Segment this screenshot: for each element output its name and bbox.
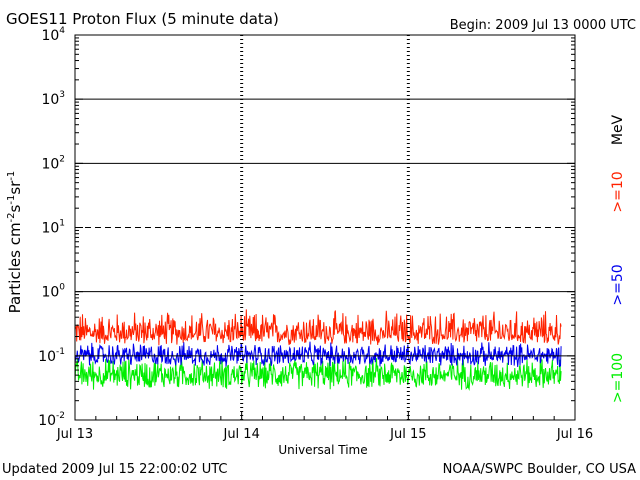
y-tick-base: 10 bbox=[41, 92, 59, 108]
updated-timestamp: Updated 2009 Jul 15 22:00:02 UTC bbox=[2, 462, 227, 477]
y-tick-label: 10-2 bbox=[38, 411, 65, 429]
legend-ge10: >=10 bbox=[610, 171, 626, 212]
y-tick-label: 101 bbox=[41, 219, 65, 237]
y-axis-label-exp1: -2 bbox=[6, 212, 17, 222]
x-tick-label: Jul 15 bbox=[389, 427, 426, 442]
y-tick-label: 103 bbox=[41, 90, 65, 108]
chart-title: GOES11 Proton Flux (5 minute data) bbox=[6, 10, 279, 28]
legend-mev: MeV bbox=[610, 114, 626, 145]
series-line-ge10 bbox=[74, 309, 562, 346]
x-axis-label: Universal Time bbox=[278, 443, 367, 457]
y-tick-label: 10-1 bbox=[38, 347, 65, 365]
y-tick-label: 100 bbox=[41, 283, 65, 301]
gridlines bbox=[75, 98, 575, 357]
y-tick-base: 10 bbox=[41, 28, 59, 44]
x-tick-label: Jul 16 bbox=[556, 427, 593, 442]
day-dividers bbox=[240, 35, 410, 420]
begin-date: Begin: 2009 Jul 13 0000 UTC bbox=[450, 18, 636, 33]
y-tick-exp: 2 bbox=[59, 154, 65, 164]
y-tick-base: 10 bbox=[38, 413, 56, 429]
series-line-ge100 bbox=[74, 357, 562, 391]
y-tick-base: 10 bbox=[41, 285, 59, 301]
y-axis-label-s: s bbox=[6, 204, 24, 212]
x-tick-label: Jul 13 bbox=[56, 427, 93, 442]
y-tick-exp: -2 bbox=[56, 411, 65, 421]
series-layer bbox=[74, 309, 562, 391]
y-tick-base: 10 bbox=[41, 156, 59, 172]
y-axis-label-main: Particles cm bbox=[6, 222, 24, 313]
y-tick-base: 10 bbox=[41, 221, 59, 237]
y-tick-label: 102 bbox=[41, 154, 65, 172]
y-axis-label: Particles cm-2s-1sr-1 bbox=[6, 171, 24, 314]
y-axis-label-exp3: -1 bbox=[6, 171, 17, 181]
y-tick-exp: 1 bbox=[59, 219, 65, 229]
y-axis-label-sr: sr bbox=[6, 180, 24, 195]
y-tick-exp: 0 bbox=[59, 283, 65, 293]
y-tick-exp: 3 bbox=[59, 90, 65, 100]
series-line-ge50 bbox=[74, 341, 562, 368]
y-tick-exp: 4 bbox=[59, 26, 65, 36]
legend-ge100: >=100 bbox=[610, 353, 626, 403]
y-tick-base: 10 bbox=[38, 349, 56, 365]
x-tick-label: Jul 14 bbox=[222, 427, 259, 442]
legend-ge50: >=50 bbox=[610, 264, 626, 305]
y-tick-exp: -1 bbox=[56, 347, 65, 357]
y-axis-label-exp2: -1 bbox=[6, 195, 17, 205]
credit-text: NOAA/SWPC Boulder, CO USA bbox=[443, 462, 636, 477]
y-tick-label: 104 bbox=[41, 26, 65, 44]
